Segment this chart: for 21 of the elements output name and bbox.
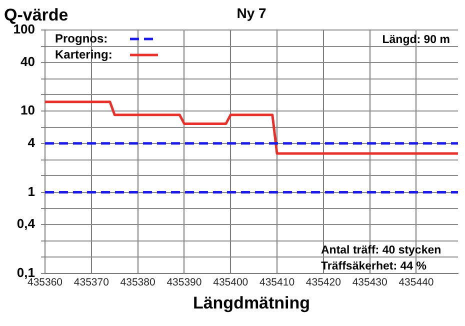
y-tick-label: 40 bbox=[20, 54, 35, 69]
y-tick-label: 1 bbox=[28, 184, 35, 199]
x-tick-label: 435370 bbox=[74, 276, 110, 289]
x-tick-label: 435400 bbox=[213, 276, 248, 289]
legend-label: Kartering: bbox=[55, 47, 112, 62]
y-axis-title: Q-värde bbox=[4, 6, 68, 25]
chart-title: Ny 7 bbox=[236, 4, 266, 21]
y-tick-label: 10 bbox=[20, 102, 35, 118]
x-tick-label: 435380 bbox=[120, 276, 156, 289]
x-tick-label: 435410 bbox=[260, 276, 295, 289]
x-tick-label: 435440 bbox=[398, 276, 434, 289]
annotation: Träffsäkerhet: 44 % bbox=[321, 260, 426, 273]
x-tick-label: 435430 bbox=[352, 276, 388, 289]
annotation: Antal träff: 40 stycken bbox=[321, 244, 442, 257]
y-tick-label: 0,4 bbox=[16, 216, 36, 232]
annotation: Längd: 90 m bbox=[382, 34, 450, 46]
x-tick-label: 435390 bbox=[166, 276, 202, 289]
x-tick-label: 435420 bbox=[306, 276, 342, 289]
y-tick-label: 4 bbox=[28, 135, 36, 150]
x-axis-title: Längdmätning bbox=[192, 294, 310, 313]
legend-label: Prognos: bbox=[55, 31, 108, 46]
